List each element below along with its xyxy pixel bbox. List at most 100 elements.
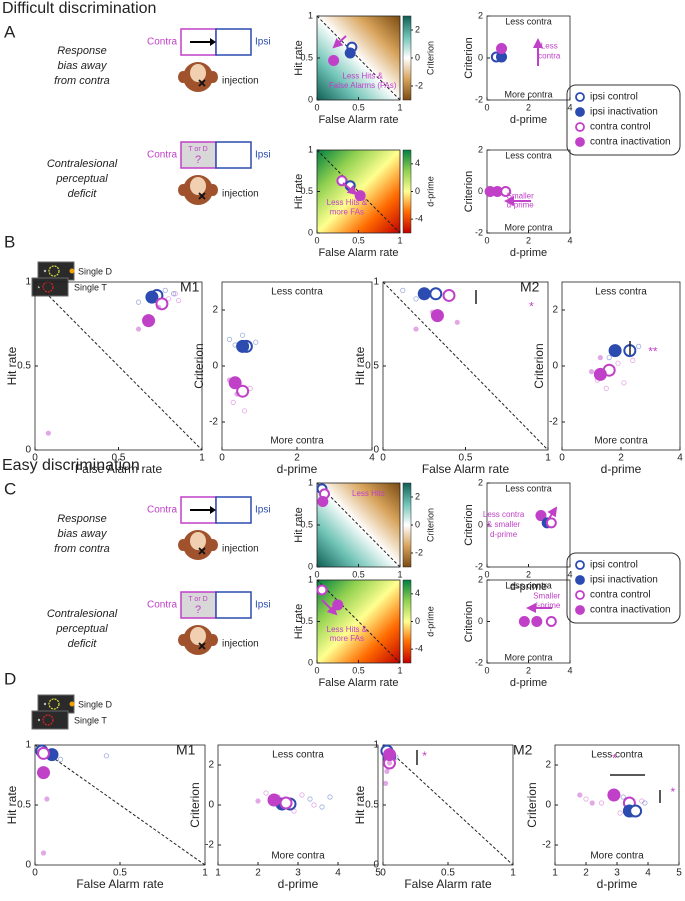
contra-label: Contra xyxy=(147,37,177,48)
colorbar-label: Criterion xyxy=(425,41,435,75)
ipsi-label: Ipsi xyxy=(255,150,271,161)
x-axis-label: False Alarm rate xyxy=(75,462,163,476)
top-label: Less contra xyxy=(272,750,324,761)
injection-label: injection xyxy=(222,544,259,555)
y-tick-label: 0 xyxy=(208,800,214,811)
y-tick-label: 1 xyxy=(25,740,31,751)
x-tick-label: 0 xyxy=(559,453,565,464)
annotation: Smaller xyxy=(533,592,560,601)
cue-text: T or D xyxy=(188,146,207,153)
arrows xyxy=(321,35,558,616)
y-tick-label: 1 xyxy=(308,10,313,20)
x-axis-label: False Alarm rate xyxy=(318,677,398,689)
contra-label: Contra xyxy=(147,600,177,611)
injection-mark xyxy=(198,79,206,87)
legend-marker xyxy=(575,137,585,147)
contra-inactivation-point xyxy=(332,599,344,611)
annotation: Less contra xyxy=(483,510,525,519)
contra-inactivation-point xyxy=(267,793,281,807)
y-axis-label: Criterion xyxy=(463,601,475,643)
hypothesis-text: deficit xyxy=(68,188,98,200)
x-tick-label: 0 xyxy=(219,453,225,464)
x-tick-label: 0.5 xyxy=(352,569,365,579)
x-tick-label: 1 xyxy=(202,868,208,879)
y-tick-label: -2 xyxy=(475,94,483,104)
stimulus-screen xyxy=(31,277,69,297)
contra-label: Contra xyxy=(147,505,177,516)
x-tick-label: 2 xyxy=(526,665,531,675)
x-tick-label: 2 xyxy=(526,235,531,245)
ipsi-inactivation-point xyxy=(236,339,250,353)
axes-frame xyxy=(561,281,681,451)
stimulus-ring xyxy=(48,265,60,277)
top-label: Less contra xyxy=(595,287,647,298)
x-axis-label: d-prime xyxy=(278,877,319,891)
x-tick-label: 1 xyxy=(199,453,205,464)
y-axis-label: Hit rate xyxy=(293,604,305,639)
y-tick-label: 0 xyxy=(308,657,313,667)
monkey-face xyxy=(190,627,206,645)
hypothesis-text: from contra xyxy=(54,75,110,87)
x-tick-label: 5 xyxy=(375,868,381,879)
x-tick-label: 2 xyxy=(583,868,589,879)
colormap xyxy=(317,483,400,567)
y-tick-label: 1 xyxy=(373,740,379,751)
contra-control-session xyxy=(299,792,305,798)
top-label: Less contra xyxy=(505,580,552,590)
ipsi-control-session xyxy=(606,354,612,361)
x-tick-label: 4 xyxy=(335,868,341,879)
ipsi-control-session xyxy=(57,756,64,763)
section-title: Easy discrimination xyxy=(2,457,140,474)
ipsi-control-session xyxy=(327,794,333,800)
y-tick-label: 2 xyxy=(208,760,214,771)
contra-inactivation-point xyxy=(430,309,444,323)
contra-inactivation-session xyxy=(413,326,419,332)
y-tick-label: 0 xyxy=(478,52,483,62)
top-label: Less contra xyxy=(591,750,643,761)
ipsi-control-session xyxy=(413,296,419,302)
y-tick-label: 2 xyxy=(212,305,218,316)
contra-control-session xyxy=(176,297,182,304)
x-tick-label: 0 xyxy=(32,868,38,879)
y-tick-label: -2 xyxy=(549,417,558,428)
panel-letter: C xyxy=(4,479,16,498)
x-tick-label: 0 xyxy=(314,665,319,675)
y-axis-label: Criterion xyxy=(188,782,202,827)
contra-control-session xyxy=(263,790,269,796)
colorbar-tick-label: 2 xyxy=(415,24,420,34)
y-axis-label: Hit rate xyxy=(293,40,305,75)
monkey-face xyxy=(190,532,206,550)
y-axis-label: Criterion xyxy=(463,504,475,546)
x-tick-label: 0.5 xyxy=(352,235,365,245)
diagonal xyxy=(382,744,514,866)
x-axis-label: d-prime xyxy=(277,462,318,476)
y-tick-label: 0.5 xyxy=(300,186,313,196)
top-label: Less contra xyxy=(505,483,552,493)
colorbar xyxy=(402,579,412,664)
bottom-label: More contra xyxy=(504,222,552,232)
contra-control-point xyxy=(236,384,250,398)
y-axis-label: Hit rate xyxy=(293,174,305,209)
colorbar-label: Criterion xyxy=(425,508,435,542)
hypothesis-text: Contralesional xyxy=(47,608,118,620)
ipsi-box xyxy=(215,591,252,619)
colorbar-tick-label: -4 xyxy=(415,644,423,654)
contra-control-point xyxy=(37,746,50,760)
panel-label: M2 xyxy=(520,279,540,295)
ipsi-inactivation-point xyxy=(344,47,356,59)
x-axis-label: False Alarm rate xyxy=(422,462,510,476)
hypothesis-text: Response xyxy=(57,45,107,57)
bottom-label: More contra xyxy=(504,652,552,662)
contra-control-point xyxy=(545,517,557,529)
hypothesis-text: bias away xyxy=(58,60,108,72)
contra-control-session xyxy=(291,808,297,814)
contra-control-session xyxy=(630,357,636,363)
x-tick-label: 0 xyxy=(380,868,386,879)
x-tick-label: 2 xyxy=(294,453,300,464)
target-dot xyxy=(69,268,75,274)
x-tick-label: 4 xyxy=(567,665,572,675)
y-tick-label: 2 xyxy=(552,305,558,316)
x-tick-label: 1 xyxy=(552,868,558,879)
ipsi-control-session xyxy=(620,794,626,800)
contra-inactivation-session xyxy=(135,326,142,332)
